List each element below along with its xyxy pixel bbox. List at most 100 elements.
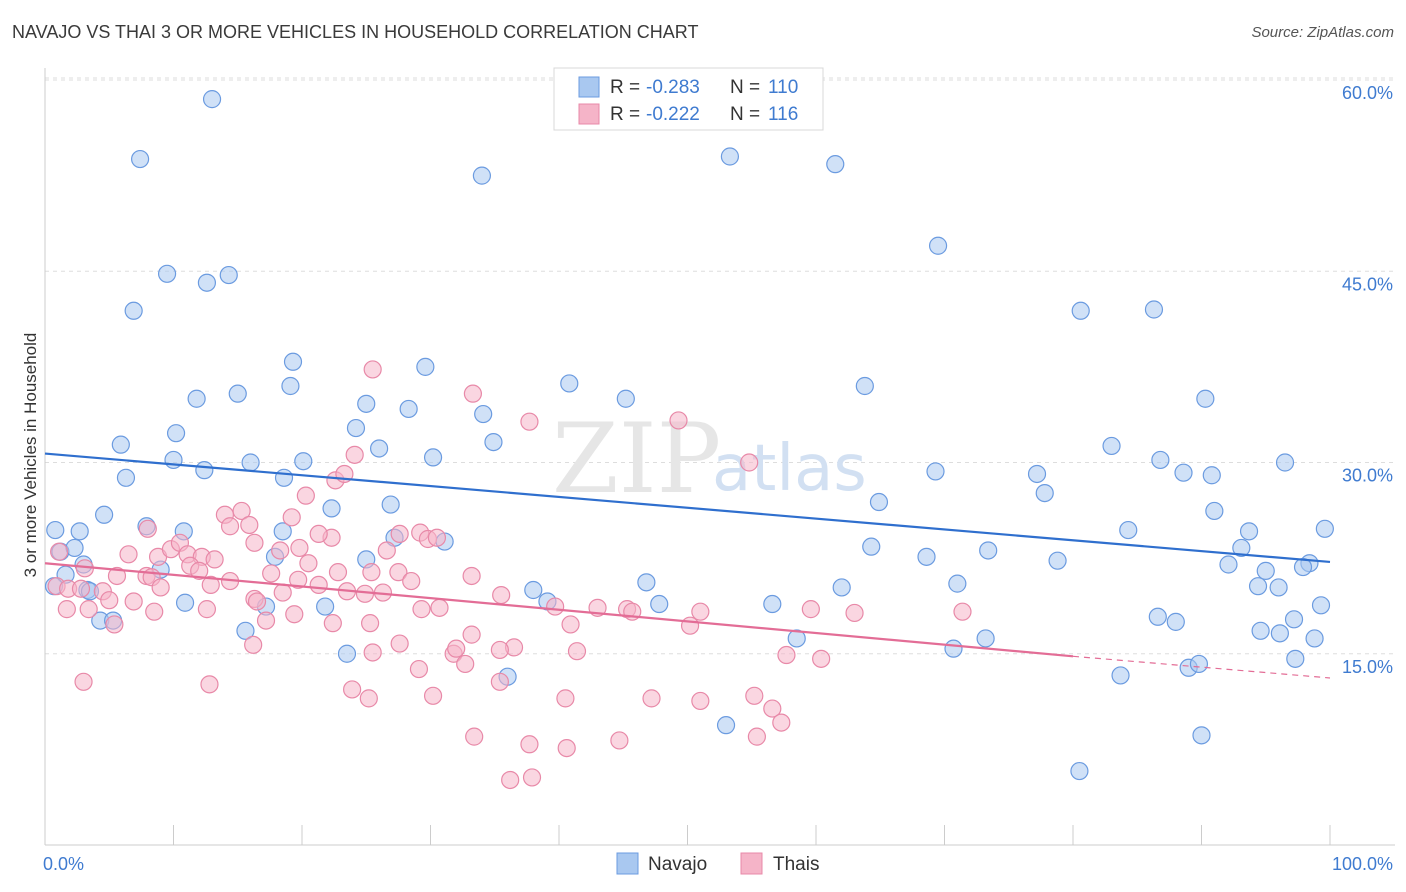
data-point bbox=[389, 563, 408, 582]
data-point bbox=[294, 452, 313, 471]
data-point bbox=[456, 654, 475, 674]
data-point bbox=[116, 468, 136, 487]
data-point bbox=[202, 90, 222, 109]
data-point bbox=[244, 635, 263, 654]
data-point bbox=[642, 689, 661, 708]
legend-swatch-navajo bbox=[578, 76, 600, 98]
data-point bbox=[556, 689, 575, 708]
data-point bbox=[430, 598, 449, 617]
data-point bbox=[328, 563, 348, 582]
data-point bbox=[427, 528, 447, 547]
data-point bbox=[976, 629, 995, 648]
data-point bbox=[111, 435, 130, 454]
data-point bbox=[845, 603, 864, 623]
data-point bbox=[197, 273, 217, 292]
data-point bbox=[1219, 555, 1238, 574]
bottom-legend-swatch-navajo bbox=[616, 852, 639, 875]
data-point bbox=[1269, 578, 1288, 597]
data-point bbox=[1232, 538, 1251, 558]
data-point bbox=[343, 680, 362, 699]
data-point bbox=[462, 625, 481, 644]
data-point bbox=[1293, 557, 1313, 577]
trend-line-thais bbox=[44, 562, 1074, 658]
data-point bbox=[409, 659, 429, 679]
data-point bbox=[95, 505, 114, 524]
data-point bbox=[70, 522, 89, 541]
data-point bbox=[71, 579, 91, 598]
data-point bbox=[1189, 654, 1209, 674]
data-point bbox=[926, 462, 945, 481]
trend-line-extension bbox=[1072, 655, 1331, 679]
data-point bbox=[274, 468, 294, 487]
data-point bbox=[720, 147, 740, 166]
data-point bbox=[465, 727, 484, 746]
data-point bbox=[948, 574, 967, 593]
data-point bbox=[953, 602, 972, 621]
data-point bbox=[175, 593, 195, 612]
data-point bbox=[1202, 466, 1221, 485]
data-point bbox=[869, 492, 889, 512]
data-point bbox=[357, 394, 376, 413]
data-point bbox=[716, 716, 736, 735]
data-point bbox=[522, 768, 542, 787]
data-point bbox=[1205, 501, 1224, 521]
series-thais bbox=[47, 360, 972, 790]
data-point bbox=[616, 389, 635, 408]
data-point bbox=[1111, 666, 1130, 685]
data-point bbox=[245, 533, 264, 552]
data-point bbox=[201, 575, 220, 595]
data-point bbox=[124, 592, 143, 611]
data-point bbox=[423, 686, 443, 705]
data-point bbox=[501, 770, 520, 790]
data-point bbox=[363, 360, 382, 379]
data-point bbox=[557, 738, 576, 758]
data-point bbox=[462, 566, 481, 586]
data-point bbox=[1027, 464, 1047, 484]
data-point bbox=[680, 616, 700, 635]
data-point bbox=[637, 573, 656, 592]
data-point bbox=[236, 621, 255, 640]
data-point bbox=[1071, 301, 1090, 320]
data-point bbox=[119, 545, 138, 564]
chart-title: NAVAJO VS THAI 3 OR MORE VEHICLES IN HOU… bbox=[12, 22, 699, 42]
data-point bbox=[1174, 463, 1193, 482]
data-point bbox=[273, 522, 292, 541]
data-point bbox=[1151, 450, 1170, 470]
gridlines bbox=[45, 77, 1395, 655]
legend-n-label: N = bbox=[730, 104, 760, 125]
data-point bbox=[323, 614, 342, 633]
data-point bbox=[241, 453, 260, 472]
data-point bbox=[138, 519, 157, 538]
data-point bbox=[166, 424, 186, 443]
data-point bbox=[472, 166, 491, 185]
data-point bbox=[1239, 522, 1259, 541]
data-point bbox=[282, 508, 301, 527]
data-point bbox=[363, 643, 382, 662]
data-point bbox=[1144, 300, 1164, 319]
data-point bbox=[1119, 520, 1138, 540]
data-point bbox=[65, 538, 84, 558]
data-point bbox=[399, 399, 418, 419]
data-point bbox=[50, 542, 69, 561]
legend-box: R = -0.283 N = 110 R = -0.222 N = 116 bbox=[553, 67, 824, 131]
data-point bbox=[412, 600, 431, 619]
data-point bbox=[546, 597, 565, 616]
data-point bbox=[416, 357, 435, 376]
data-point bbox=[390, 634, 409, 653]
trend-lines bbox=[44, 452, 1331, 679]
data-point bbox=[862, 537, 881, 556]
data-point bbox=[283, 352, 303, 371]
data-point bbox=[524, 580, 543, 600]
data-point bbox=[944, 639, 963, 658]
data-point bbox=[228, 384, 247, 403]
data-point bbox=[423, 448, 443, 467]
data-point bbox=[1270, 624, 1289, 643]
data-point bbox=[370, 439, 389, 458]
data-point bbox=[1275, 453, 1295, 472]
data-point bbox=[1256, 561, 1275, 580]
data-point bbox=[763, 699, 782, 718]
data-point bbox=[826, 155, 845, 174]
data-point bbox=[197, 600, 217, 619]
y-axis-label: 3 or more Vehicles in Household bbox=[21, 333, 40, 578]
